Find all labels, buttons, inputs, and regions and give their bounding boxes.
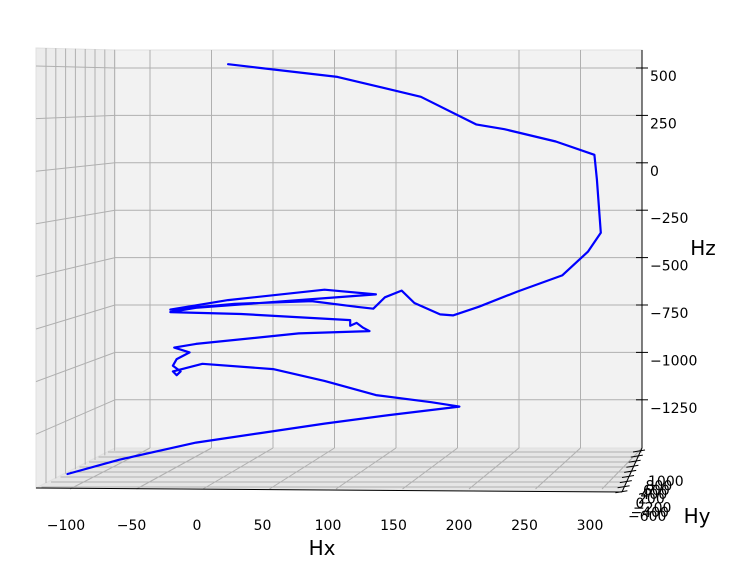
x-axis-label: Hx: [309, 536, 336, 560]
y-tick-mark: [615, 490, 628, 494]
y-tick-mark: [617, 485, 630, 489]
x-tick-label: −100: [47, 518, 85, 534]
x-axis-line: [35, 487, 623, 493]
back-pane: [114, 49, 643, 449]
grid: [35, 48, 643, 490]
x-tick-label: 300: [577, 518, 604, 534]
x-tick-label: 100: [315, 518, 342, 534]
series-line: [66, 63, 602, 476]
y-tick-label: 400: [641, 487, 668, 503]
y-tick-mark: [621, 475, 635, 478]
z-tick-label: −500: [650, 259, 688, 275]
y-tick-mark: [628, 459, 641, 463]
y-tick-mark: [624, 469, 637, 473]
x-tick-label: 150: [380, 518, 407, 534]
x-tick-label: −50: [117, 518, 147, 534]
z-tick-label: 250: [650, 116, 677, 132]
y-tick-label: 200: [638, 492, 665, 508]
y-tick-mark: [626, 464, 639, 468]
y-tick-mark: [619, 480, 632, 484]
x-tick-label: 50: [254, 518, 272, 534]
x-tick-label: 250: [511, 518, 538, 534]
x-tick-label: 200: [446, 518, 473, 534]
y-tick-label: 0: [636, 496, 645, 512]
y-tick-mark: [632, 449, 646, 453]
z-tick-label: −750: [650, 306, 688, 322]
z-tick-label: −1250: [650, 401, 697, 417]
y-tick-label: 600: [643, 483, 670, 499]
z-tick-label: 0: [650, 164, 659, 180]
tick-labels: −100 −50 0 50 100 150 200 250 3005002500−250−500…: [47, 69, 698, 534]
y-tick-label: −600: [628, 509, 666, 525]
y-tick-mark: [630, 454, 643, 458]
x-tick-label: 0: [193, 518, 202, 534]
y-tick-label: 1000: [648, 474, 684, 490]
y-tick-label: −200: [633, 500, 671, 516]
y-axis-label: Hy: [684, 504, 711, 528]
y-tick-label: −400: [631, 505, 669, 521]
z-tick-label: −1000: [650, 353, 697, 369]
z-tick-label: −250: [650, 211, 688, 227]
floor-pane: [35, 447, 643, 493]
z-axis-label: Hz: [690, 236, 716, 260]
z-tick-label: 500: [650, 69, 677, 85]
axes: [35, 50, 648, 494]
y-tick-label: 800: [646, 478, 673, 494]
